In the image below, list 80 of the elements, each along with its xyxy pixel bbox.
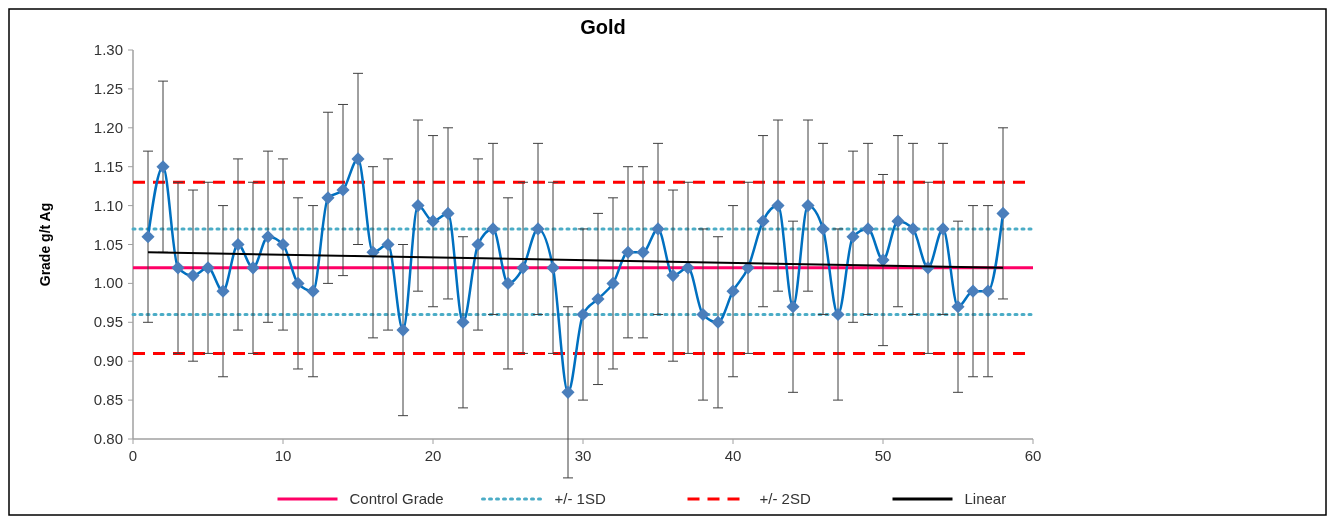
x-tick-label: 50 [874, 447, 892, 464]
point [801, 199, 815, 213]
point [966, 284, 980, 298]
x-tick-label: 10 [274, 447, 292, 464]
point [786, 300, 800, 314]
y-tick-label: 0.90 [93, 352, 123, 370]
point [276, 237, 290, 252]
point [546, 261, 560, 275]
point [846, 230, 860, 244]
point [861, 222, 875, 236]
y-tick-label: 0.85 [93, 391, 123, 409]
point [711, 315, 725, 329]
point [351, 152, 365, 166]
point [756, 214, 770, 228]
point [456, 315, 470, 329]
point [576, 307, 590, 322]
point [411, 199, 425, 213]
point [201, 261, 215, 275]
point [441, 206, 455, 220]
y-tick-label: 1.15 [93, 157, 123, 175]
point [336, 183, 350, 197]
point [591, 292, 605, 306]
point [486, 222, 500, 236]
y-tick-label: 1.00 [93, 274, 123, 292]
point [831, 307, 845, 322]
point [741, 261, 755, 275]
x-tick-label: 20 [424, 447, 442, 464]
point [246, 261, 260, 275]
y-tick-label: 1.05 [93, 235, 123, 253]
point [876, 253, 890, 267]
point [186, 269, 200, 283]
point [906, 222, 920, 236]
x-tick-label: 0 [128, 447, 138, 464]
point [636, 245, 650, 259]
point [651, 222, 665, 236]
point [621, 245, 635, 259]
x-tick-label: 60 [1024, 447, 1042, 464]
y-tick-label: 0.80 [93, 430, 123, 447]
x-tick-label: 30 [574, 447, 592, 464]
point [156, 160, 170, 174]
point [516, 261, 530, 275]
y-tick-label: 1.10 [93, 196, 123, 214]
point [771, 199, 785, 213]
point [726, 284, 740, 298]
x-tick-label: 40 [724, 447, 742, 464]
point [141, 230, 155, 244]
point [306, 284, 320, 298]
point [396, 323, 410, 337]
point [531, 222, 545, 236]
point [171, 261, 185, 275]
y-tick-label: 1.25 [93, 79, 123, 97]
y-axis-title: Grade g/t Ag [37, 202, 53, 287]
point [951, 300, 965, 314]
point [681, 261, 695, 275]
y-tick-label: 1.20 [93, 118, 123, 136]
point [291, 276, 305, 290]
point [321, 191, 335, 205]
point [261, 230, 275, 244]
point [231, 237, 245, 252]
y-tick-label: 1.30 [93, 41, 123, 58]
legend-label: +/- 1SD [554, 490, 606, 507]
legend-label: Linear [964, 490, 1007, 507]
point [561, 385, 575, 399]
point [981, 284, 995, 298]
point [381, 237, 395, 252]
y-tick-label: 0.95 [93, 313, 123, 331]
legend-label: +/- 2SD [759, 490, 811, 507]
point [471, 237, 485, 252]
point [501, 276, 515, 290]
legend-label: Control Grade [349, 490, 444, 507]
point [606, 276, 620, 290]
point [891, 214, 905, 228]
point [816, 222, 830, 236]
point [426, 214, 440, 228]
point [996, 206, 1010, 220]
chart-title: Gold [580, 16, 626, 38]
point [666, 269, 680, 283]
point [696, 307, 710, 322]
point [216, 284, 230, 298]
point [936, 222, 950, 236]
